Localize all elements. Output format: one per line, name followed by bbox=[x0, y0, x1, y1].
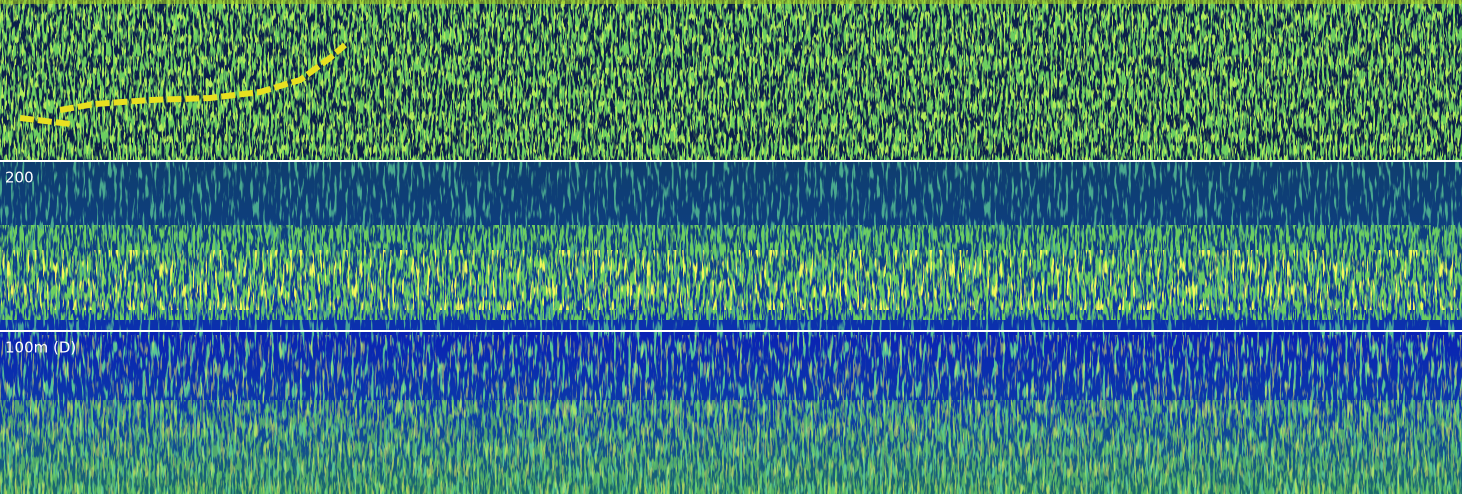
depth-label: 100m (D) bbox=[5, 339, 76, 357]
surface bbox=[0, 0, 1462, 4]
echogram: 200 100m (D) bbox=[0, 0, 1462, 494]
page: 200 100m (D) (() => { const data = JSON.… bbox=[0, 0, 1462, 494]
depth-label: 200 bbox=[5, 169, 34, 187]
noise-yellow bbox=[0, 335, 1462, 494]
noise-yellow bbox=[0, 250, 1462, 310]
noise bbox=[0, 0, 1462, 161]
